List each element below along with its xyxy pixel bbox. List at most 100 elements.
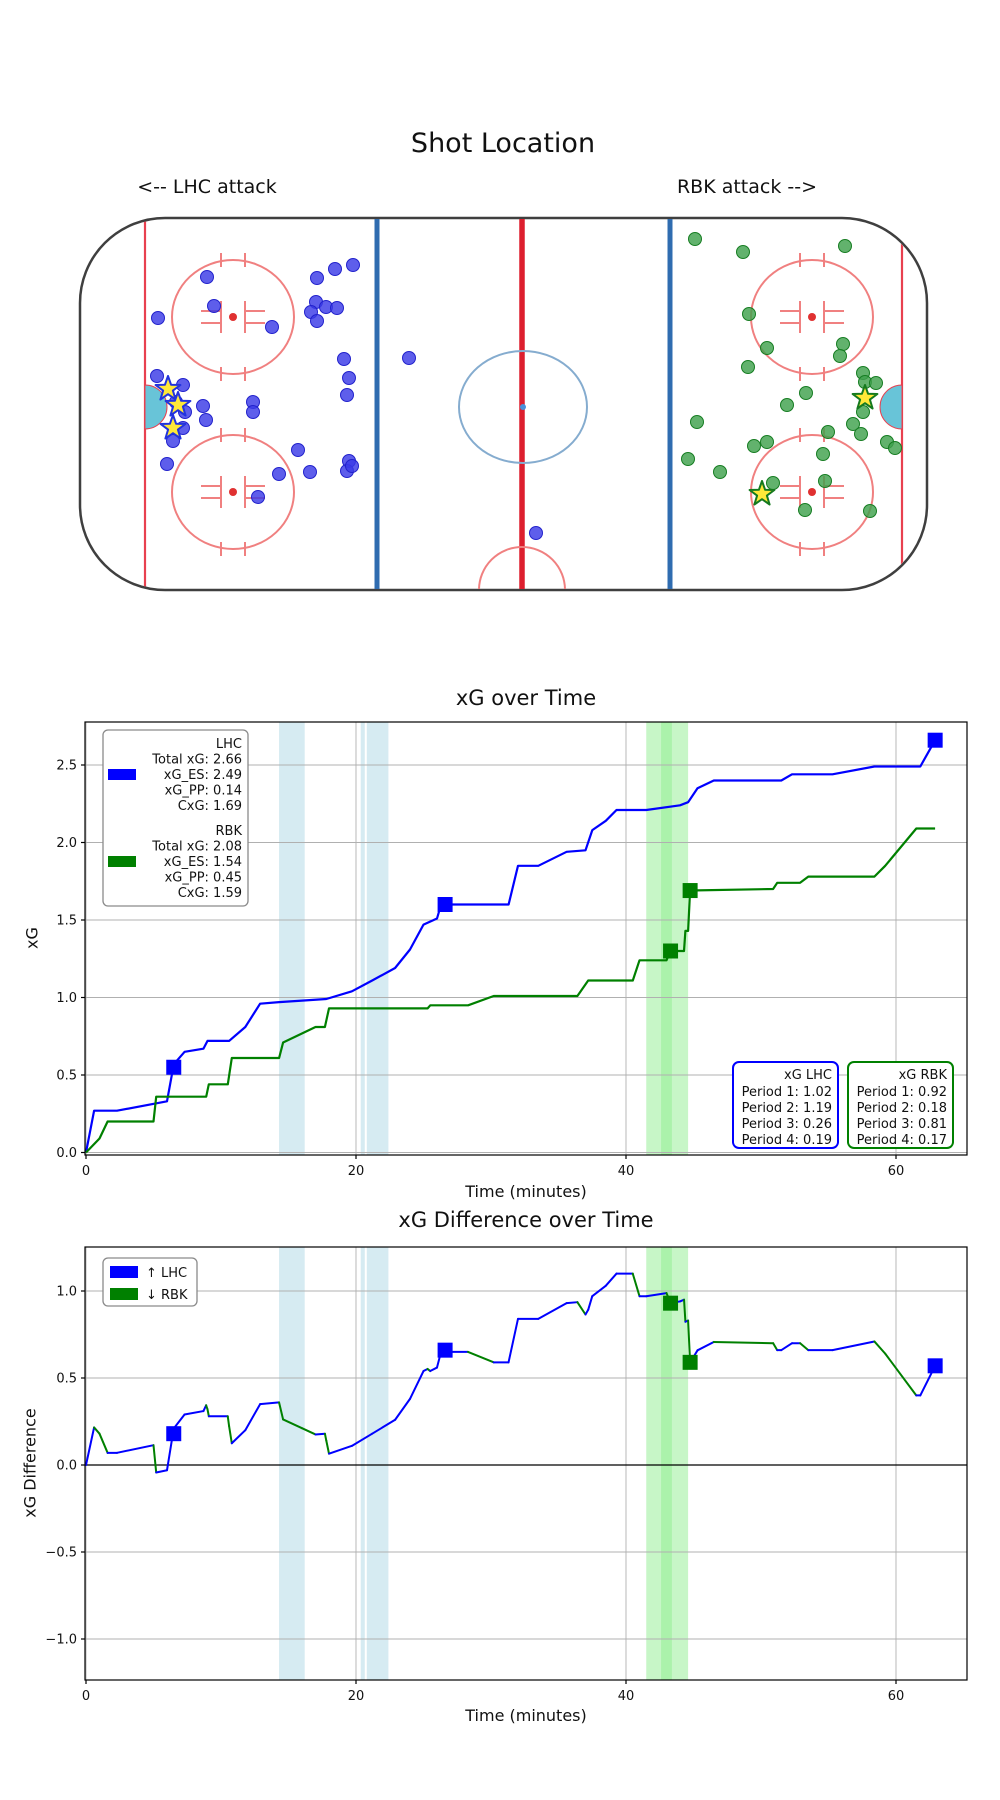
shot-dot — [766, 476, 780, 490]
shot-dot — [166, 434, 180, 448]
diff-segment — [282, 1418, 303, 1430]
period-row: Period 3: 0.81 — [857, 1117, 947, 1132]
diff-segment — [244, 1403, 262, 1432]
period-row: Period 2: 1.19 — [742, 1101, 832, 1116]
ytick-label: 0.0 — [56, 1459, 77, 1474]
diff-segment — [152, 1444, 158, 1474]
diff-segment — [206, 1408, 210, 1418]
shot-dot — [340, 388, 354, 402]
rink — [78, 216, 929, 592]
shot-dot — [529, 526, 543, 540]
diff-chart-ylabel: xG Difference — [20, 1408, 40, 1518]
diff-segment — [884, 1352, 918, 1397]
shot-dot — [846, 417, 860, 431]
event-marker — [166, 1426, 182, 1442]
xtick-label: 20 — [348, 1689, 365, 1704]
goal-star — [164, 391, 192, 417]
legend-stat-row: Total xG: 2.08 — [151, 840, 242, 855]
legend-swatch — [108, 856, 136, 867]
legend-team-name: RBK — [216, 824, 243, 839]
goal-crease-right — [879, 384, 903, 430]
period-row: Period 1: 0.92 — [857, 1085, 947, 1100]
diff-segment — [591, 1284, 607, 1298]
legend-stat-row: xG_PP: 0.45 — [165, 871, 242, 886]
shot-dot — [251, 490, 265, 504]
shot-dot — [780, 398, 794, 412]
diff-segment — [328, 1444, 353, 1455]
diff-segment — [780, 1342, 794, 1352]
diff-segment — [314, 1432, 326, 1436]
shot-dot — [199, 413, 213, 427]
goal-star — [851, 384, 879, 410]
diff-segment — [116, 1444, 155, 1454]
shot-dot — [742, 307, 756, 321]
faceoff-circle-outline — [171, 259, 295, 375]
diff-segment — [183, 1410, 205, 1416]
event-marker — [682, 883, 698, 899]
legend-swatch — [110, 1266, 138, 1278]
rbk-xg-line — [85, 827, 936, 1154]
shot-dot — [833, 349, 847, 363]
center-ice-dot — [520, 404, 526, 410]
xtick-label: 20 — [348, 1164, 365, 1179]
goal-star — [154, 375, 182, 401]
lhc-shots — [150, 258, 543, 540]
shot-dot — [303, 465, 317, 479]
event-marker — [927, 732, 943, 748]
diff-chart-spines — [84, 1246, 968, 1681]
event-marker — [927, 1358, 943, 1374]
diff-segment — [85, 1426, 96, 1466]
powerplay-band — [279, 1247, 305, 1680]
diff-segment — [631, 1272, 641, 1298]
xtick-label: 0 — [82, 1689, 90, 1704]
xtick-label: 60 — [888, 1164, 905, 1179]
shot-dot — [760, 435, 774, 449]
legend-stat-row: xG_PP: 0.14 — [165, 784, 242, 799]
xg-diff-chart: −1.0 −0.5 0.0 0.5 1.0 0 20 40 60 ↑ LHC ↓ RBK — [45, 1246, 968, 1704]
shot-dot — [747, 439, 761, 453]
period-row: Period 4: 0.19 — [742, 1133, 832, 1148]
diff-segment — [371, 1418, 397, 1435]
powerplay-band — [661, 722, 689, 1155]
rink-boards — [78, 216, 929, 592]
shot-dot — [854, 427, 868, 441]
legend-team-name: LHC — [216, 737, 242, 752]
diff-segment — [98, 1432, 109, 1454]
rbk-attack-label: RBK attack --> — [676, 176, 818, 198]
event-marker — [663, 1295, 679, 1311]
diff-legend: ↑ LHC ↓ RBK — [102, 1257, 198, 1307]
shot-dot — [816, 447, 830, 461]
faceoff-circle-outline — [171, 434, 295, 550]
event-marker — [682, 1354, 698, 1370]
diff-segment — [696, 1340, 715, 1352]
shot-dot — [888, 441, 902, 455]
ytick-label: 2.0 — [56, 836, 77, 851]
legend-swatch — [108, 769, 136, 780]
period-row: Period 2: 0.18 — [857, 1101, 947, 1116]
shot-dot — [869, 376, 883, 390]
ytick-label: −0.5 — [45, 1546, 77, 1561]
shot-dot — [151, 311, 165, 325]
ytick-label: 1.0 — [56, 1285, 77, 1300]
diff-segment — [278, 1401, 285, 1421]
xtick-label: 60 — [888, 1689, 905, 1704]
event-marker — [437, 897, 453, 912]
ytick-label: −1.0 — [45, 1633, 77, 1648]
ytick-label: 0.0 — [56, 1146, 77, 1161]
center-circle — [458, 350, 588, 464]
shot-dot — [310, 314, 324, 328]
shot-dot — [402, 351, 416, 365]
legend-box — [102, 729, 249, 907]
shot-dot — [328, 262, 342, 276]
shot-dot — [736, 245, 750, 259]
shot-dot — [346, 258, 360, 272]
diff-segment — [325, 1439, 330, 1455]
diff-segment — [576, 1301, 587, 1316]
diff-chart-xlabel: Time (minutes) — [465, 1706, 587, 1725]
ytick-label: 0.5 — [56, 1372, 77, 1387]
shot-dot — [150, 369, 164, 383]
rbk-shots — [681, 232, 902, 518]
diff-segment — [873, 1340, 887, 1355]
shot-dot — [342, 371, 356, 385]
